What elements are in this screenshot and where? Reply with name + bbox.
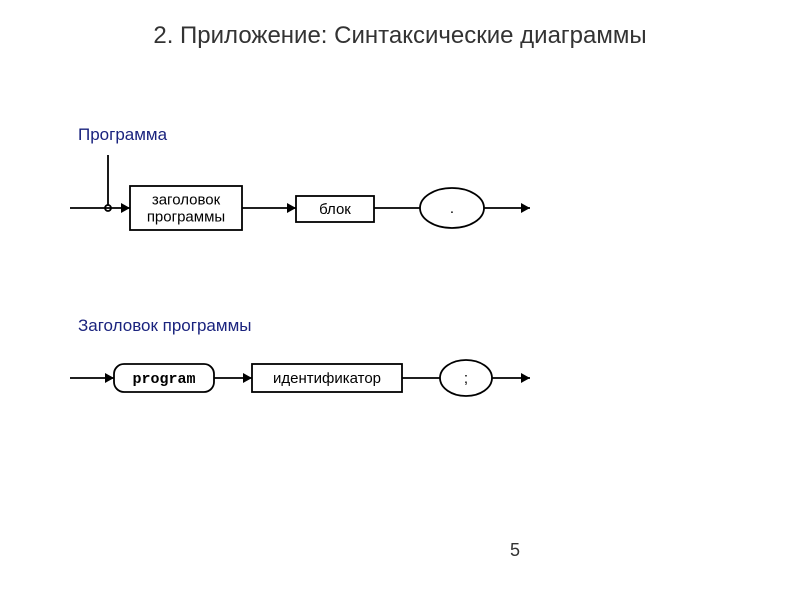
svg-text:программы: программы: [147, 209, 225, 226]
syntax-diagram-program: заголовокпрограммы блок.: [60, 150, 620, 250]
section-label-program-header: Заголовок программы: [78, 316, 251, 336]
diagram-node: заголовокпрограммы: [130, 186, 242, 230]
page-number: 5: [510, 540, 520, 561]
svg-text:;: ;: [464, 370, 468, 387]
section-label-program: Программа: [78, 125, 167, 145]
svg-text:program: program: [132, 371, 195, 388]
diagram-node: .: [420, 188, 484, 228]
svg-text:.: .: [450, 200, 454, 217]
diagram-node: блок: [296, 196, 374, 222]
diagram-node: идентификатор: [252, 364, 402, 392]
page-title: 2. Приложение: Синтаксические диаграммы: [0, 0, 800, 50]
syntax-diagram-program-header: program идентификатор;: [60, 340, 620, 420]
diagram-node: ;: [440, 360, 492, 396]
svg-text:блок: блок: [319, 201, 351, 218]
svg-text:идентификатор: идентификатор: [273, 370, 381, 387]
svg-text:заголовок: заголовок: [152, 191, 221, 208]
diagram-node: program: [114, 364, 214, 392]
